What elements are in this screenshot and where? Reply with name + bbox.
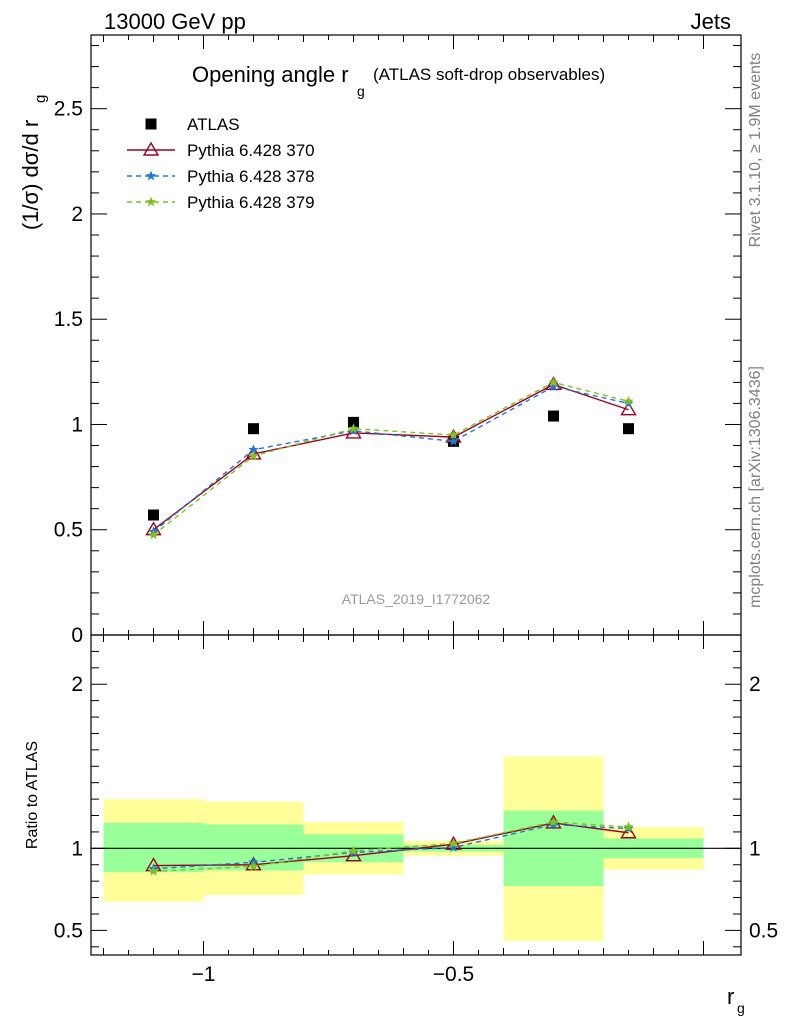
y-axis-label-sub: g <box>32 95 49 103</box>
series-line-1 <box>153 383 629 531</box>
ratio-point-3-2 <box>348 845 359 856</box>
series-line-3 <box>153 381 629 536</box>
ratio-point-3-5 <box>623 821 634 832</box>
ratio-y-tick-label-left-2: 2 <box>71 673 83 696</box>
point-0-2 <box>348 416 359 428</box>
rivet-note: Rivet 3.1.10, ≥ 1.9M events <box>747 53 764 248</box>
point-3-2 <box>348 423 359 434</box>
point-1-1 <box>245 445 262 460</box>
x-tick-label-0: −1 <box>192 963 216 986</box>
plot-title: Opening angle r <box>192 62 349 87</box>
ratio-point-3-4 <box>548 816 559 827</box>
header-right: Jets <box>691 9 731 34</box>
y-tick-label-2: 1 <box>71 413 83 436</box>
legend-label-0: ATLAS <box>187 115 240 134</box>
y-tick-label-0: 0 <box>71 624 83 647</box>
series-3 <box>148 376 634 876</box>
ratio-point-1-5 <box>620 824 637 839</box>
ratio-y-tick-label-right-0: 0.5 <box>749 919 778 942</box>
x-tick-label-1: −0.5 <box>433 963 474 986</box>
point-0-0 <box>148 509 159 521</box>
point-1-5 <box>620 401 637 416</box>
y-tick-label-5: 2.5 <box>54 98 83 121</box>
ratio-point-1-1 <box>245 856 262 871</box>
data-series <box>145 376 637 876</box>
legend-marker-2 <box>145 170 157 181</box>
ratio-y-tick-label-left-0: 0.5 <box>54 919 83 942</box>
axes: −1 −0.5 0 0.5 1 1.5 2 2.5 0.5 0.5 1 1 2 2 <box>54 34 778 986</box>
series-0 <box>148 410 634 521</box>
header-left: 13000 GeV pp <box>104 9 246 34</box>
title-note: (ATLAS soft-drop observables) <box>373 65 605 84</box>
point-1-4 <box>545 376 562 391</box>
ratio-point-3-0 <box>148 865 159 876</box>
ratio-point-1-2 <box>345 847 362 862</box>
ratio-y-tick-label-left-1: 1 <box>71 837 83 860</box>
point-3-0 <box>148 529 159 540</box>
point-2-3 <box>448 435 459 446</box>
series-ratio-line-2 <box>153 823 629 870</box>
ratio-frame <box>90 634 742 956</box>
ratio-y-tick-label-right-1: 1 <box>749 837 761 860</box>
series-ratio-line-3 <box>153 821 629 873</box>
legend-label-3: Pythia 6.428 379 <box>187 193 315 212</box>
legend-label-2: Pythia 6.428 378 <box>187 167 315 186</box>
mcplots-note: mcplots.cern.ch [arXiv:1306.3436] <box>747 366 764 608</box>
point-3-3 <box>448 429 459 440</box>
title-main: Opening angle r <box>192 62 349 87</box>
y-axis-label-group: (1/σ) dσ/d r g <box>18 95 49 230</box>
y-tick-label-4: 2 <box>71 203 83 226</box>
ratio-point-3-1 <box>248 860 259 871</box>
point-0-1 <box>248 423 259 435</box>
point-3-1 <box>248 450 259 461</box>
legend-marker-1 <box>142 141 160 156</box>
point-3-5 <box>623 395 634 406</box>
point-0-5 <box>623 423 634 435</box>
y-tick-label-3: 1.5 <box>54 308 83 331</box>
analysis-id: ATLAS_2019_I1772062 <box>342 591 491 607</box>
ratio-point-2-3 <box>448 842 459 852</box>
y-axis-label: (1/σ) dσ/d r <box>18 120 43 230</box>
legend-label-1: Pythia 6.428 370 <box>187 141 315 160</box>
legend-marker-0 <box>145 118 157 130</box>
x-axis-label-sub: g <box>737 1000 745 1016</box>
legend-marker-3 <box>145 196 157 207</box>
legend: ATLAS Pythia 6.428 370 Pythia 6.428 378 Pyt… <box>127 115 315 212</box>
ratio-y-axis-label: Ratio to ATLAS <box>24 741 41 849</box>
y-tick-label-1: 0.5 <box>54 519 83 542</box>
x-axis-label: r <box>727 984 734 1009</box>
point-2-4 <box>548 381 559 391</box>
series-line-2 <box>153 385 629 533</box>
point-0-4 <box>548 410 559 422</box>
ratio-point-3-3 <box>448 837 459 848</box>
point-3-4 <box>548 376 559 387</box>
ratio-y-tick-label-right-2: 2 <box>749 673 761 696</box>
title-sub: g <box>357 83 365 99</box>
point-2-1 <box>248 444 259 455</box>
